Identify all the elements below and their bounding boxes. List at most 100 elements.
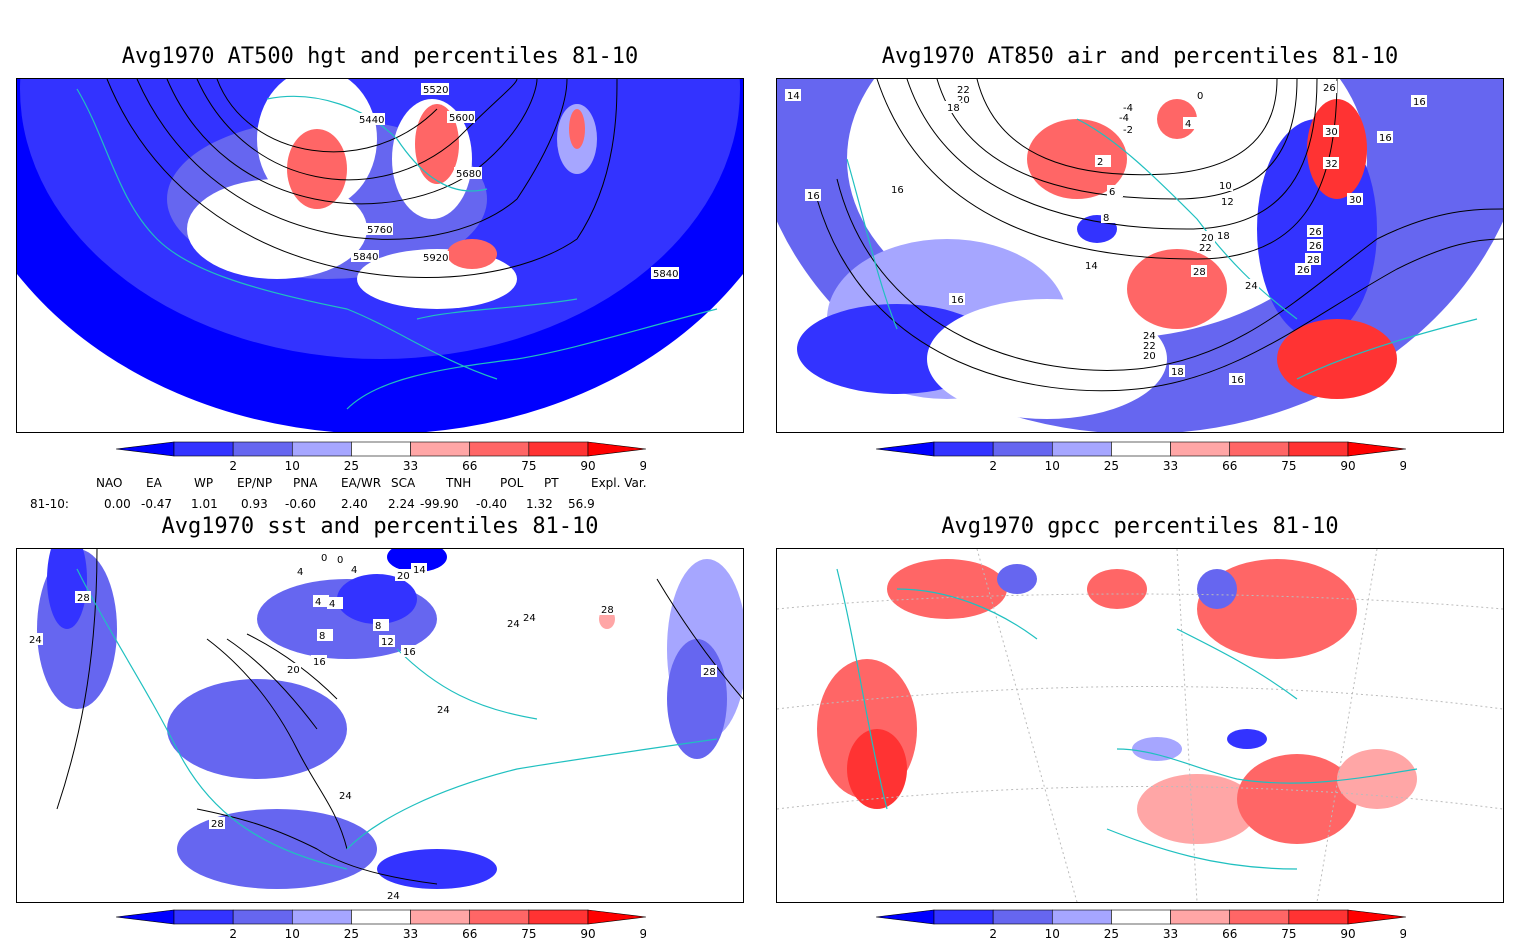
indices-value-explvar: 56.9 [568, 497, 595, 511]
colorbar-tick-label: 90 [580, 459, 595, 473]
colorbar-segment [351, 909, 411, 925]
svg-text:6: 6 [1109, 187, 1115, 198]
colorbar-hgt500: 2 10 25 33 66 75 90 98 [116, 440, 646, 480]
svg-text:5760: 5760 [367, 225, 392, 236]
panel-title-hgt500: Avg1970 AT500 hgt and percentiles 81-10 [121, 44, 639, 69]
svg-text:18: 18 [1171, 367, 1184, 378]
colorbar-end-low [876, 441, 935, 457]
colorbar-tick-label: 2 [229, 459, 237, 473]
colorbar-tick-label: 75 [521, 927, 536, 941]
colorbar-tick-label: 75 [521, 459, 536, 473]
svg-text:16: 16 [403, 647, 416, 658]
svg-text:4: 4 [1185, 119, 1191, 130]
colorbar-segment [410, 441, 471, 457]
colorbar-tick-label: 2 [229, 927, 237, 941]
svg-text:24: 24 [387, 891, 400, 902]
indices-value-tnh: -99.90 [420, 497, 459, 511]
svg-text:28: 28 [77, 593, 90, 604]
colorbar-tick-label: 33 [403, 927, 418, 941]
svg-text:16: 16 [951, 295, 964, 306]
svg-text:22: 22 [957, 85, 970, 96]
svg-text:5520: 5520 [423, 85, 448, 96]
map-hgt500: 5520 5440 5600 5680 5760 5840 5920 5840 [16, 78, 744, 433]
indices-header-tnh: TNH [446, 476, 472, 490]
colorbar-tick-label: 10 [285, 927, 300, 941]
svg-text:26: 26 [1309, 227, 1322, 238]
svg-text:5440: 5440 [359, 115, 384, 126]
svg-text:20: 20 [1201, 233, 1214, 244]
colorbar-tick-label: 75 [1281, 927, 1296, 941]
colorbar-tick-label: 90 [1340, 459, 1355, 473]
svg-text:4: 4 [315, 597, 321, 608]
contour-labels-air850: 14 22 20 18 -4 0 -4 -2 4 26 16 30 32 16 … [785, 81, 1427, 386]
svg-text:28: 28 [211, 819, 224, 830]
colorbar-end-low [116, 441, 175, 457]
svg-text:18: 18 [1217, 231, 1230, 242]
svg-text:-4: -4 [1123, 103, 1133, 114]
svg-text:20: 20 [287, 665, 300, 676]
colorbar-segment [1111, 909, 1171, 925]
map-air850: 14 22 20 18 -4 0 -4 -2 4 26 16 30 32 16 … [776, 78, 1504, 433]
svg-text:5680: 5680 [456, 169, 481, 180]
svg-text:18: 18 [947, 103, 960, 114]
indices-value-pol: -0.40 [476, 497, 508, 511]
svg-text:24: 24 [339, 791, 352, 802]
colorbar-tick-label: 33 [1163, 927, 1178, 941]
colorbar-tick-label: 10 [1045, 927, 1060, 941]
indices-header-wp: WP [194, 476, 214, 490]
svg-text:24: 24 [1245, 281, 1258, 292]
indices-header-nao: NAO [96, 476, 123, 490]
svg-text:2: 2 [1097, 157, 1103, 168]
colorbar-end-high [1347, 909, 1406, 925]
colorbar-segment [291, 909, 352, 925]
colorbar-tick-label: 33 [1163, 459, 1178, 473]
panel-title-air850: Avg1970 AT850 air and percentiles 81-10 [881, 44, 1399, 69]
colorbar-segment [1288, 909, 1349, 925]
colorbar-tick-label: 66 [1222, 927, 1237, 941]
indices-header-pol: POL [500, 476, 524, 490]
contour-labels-hgt500: 5520 5440 5600 5680 5760 5840 5920 5840 [351, 83, 679, 280]
colorbar-end-high [587, 909, 646, 925]
colorbar-segment [469, 909, 530, 925]
colorbar-segment [351, 441, 411, 457]
svg-text:5840: 5840 [653, 269, 678, 280]
svg-text:16: 16 [1231, 375, 1244, 386]
colorbar-tick-label: 2 [989, 459, 997, 473]
colorbar-segment [933, 909, 994, 925]
indices-value-pt: 1.32 [526, 497, 553, 511]
svg-text:4: 4 [351, 565, 357, 576]
colorbar-end-high [587, 441, 646, 457]
colorbar-segment [1051, 441, 1112, 457]
colorbar-tick-label: 98 [640, 459, 646, 473]
colorbar-segment [173, 909, 234, 925]
colorbar-tick-label: 25 [1104, 927, 1119, 941]
map-sst: 24 28 0 0 4 4 20 14 4 4 8 8 12 16 16 20 … [16, 548, 744, 903]
colorbar-segment [1170, 909, 1231, 925]
colorbar-end-high [1347, 441, 1406, 457]
svg-text:4: 4 [329, 599, 335, 610]
svg-text:28: 28 [1193, 267, 1206, 278]
svg-text:14: 14 [1085, 261, 1098, 272]
svg-text:30: 30 [1325, 127, 1338, 138]
contour-labels-sst: 24 28 0 0 4 4 20 14 4 4 8 8 12 16 16 20 … [27, 551, 717, 902]
colorbar-segment [1288, 441, 1349, 457]
colorbar-air850: 2 10 25 33 66 75 90 98 [876, 440, 1406, 480]
colorbar-segment [469, 441, 530, 457]
indices-header-epnp: EP/NP [237, 476, 273, 490]
colorbar-tick-label: 90 [1340, 927, 1355, 941]
svg-text:32: 32 [1325, 159, 1338, 170]
svg-text:0: 0 [321, 553, 327, 564]
colorbar-segment [291, 441, 352, 457]
svg-text:28: 28 [703, 667, 716, 678]
colorbar-segment [992, 909, 1053, 925]
indices-value-wp: 1.01 [191, 497, 218, 511]
colorbar-tick-label: 10 [1045, 459, 1060, 473]
indices-header-sca: SCA [391, 476, 416, 490]
colorbar-tick-label: 66 [462, 927, 477, 941]
svg-text:5600: 5600 [449, 113, 474, 124]
colorbar-sst: 2 10 25 33 66 75 90 98 [116, 908, 646, 948]
colorbar-tick-label: 66 [1222, 459, 1237, 473]
colorbar-segment [992, 441, 1053, 457]
svg-text:24: 24 [507, 619, 520, 630]
svg-text:20: 20 [397, 571, 410, 582]
